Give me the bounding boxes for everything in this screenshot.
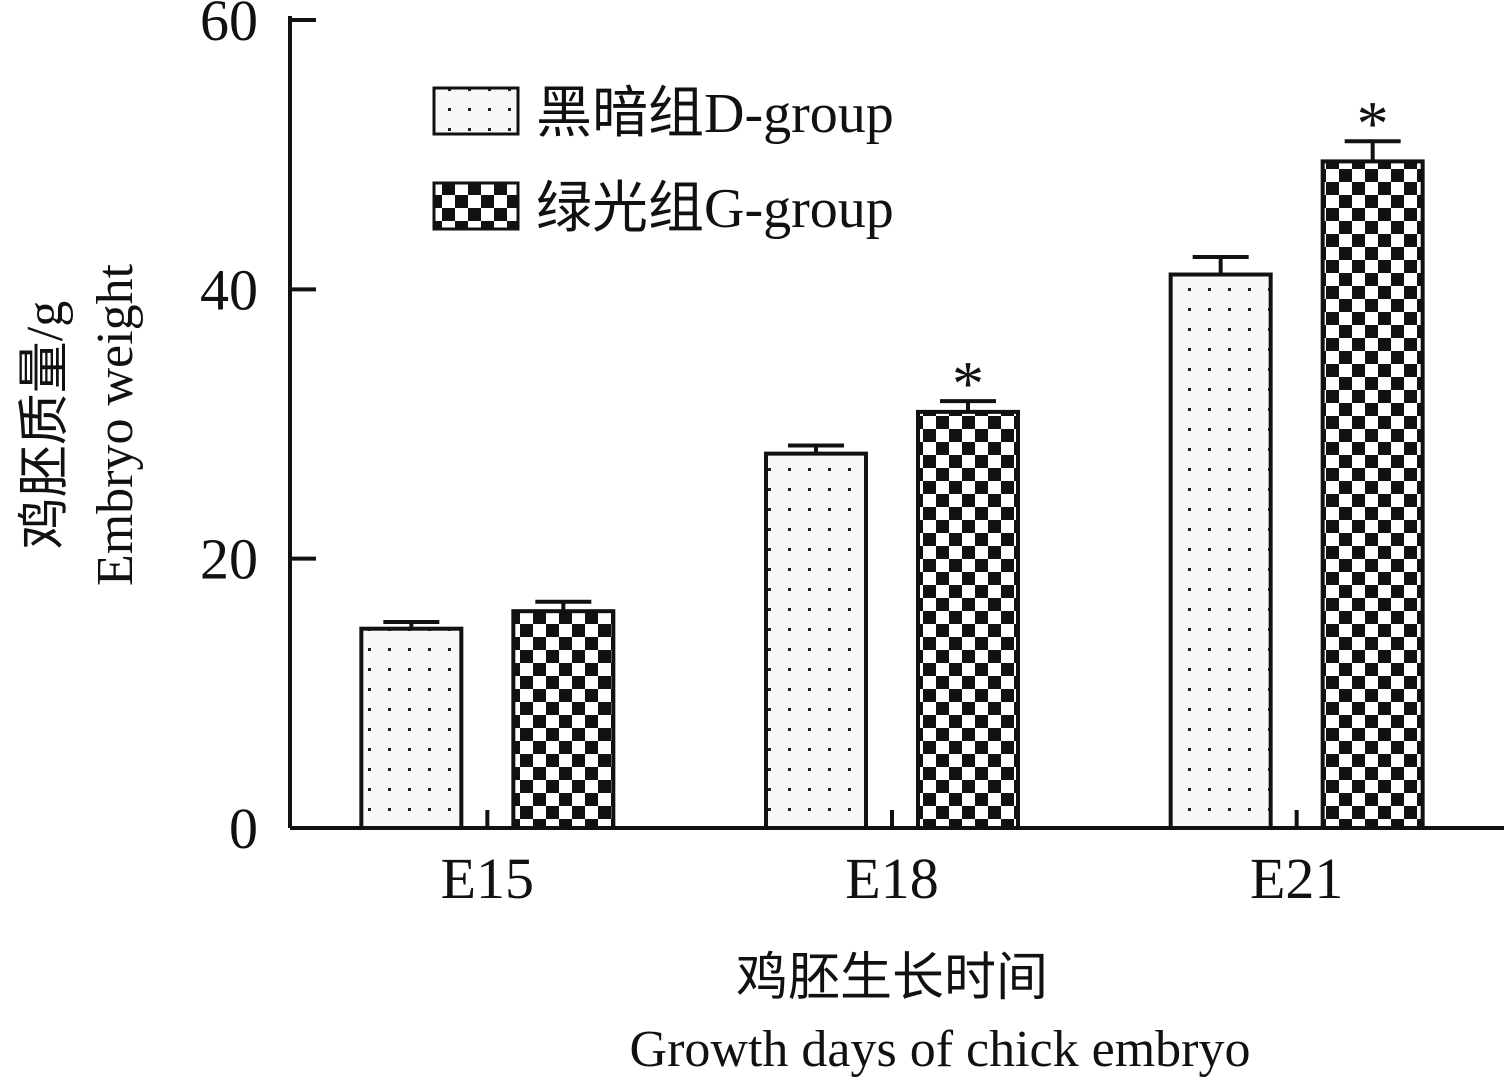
x-tick-label-E15: E15 xyxy=(441,846,534,911)
bar-E21-series-1 xyxy=(1168,272,1273,830)
legend-label-green-group: 绿光组G-group xyxy=(536,178,894,240)
x-tick-label-E18: E18 xyxy=(845,846,938,911)
legend-swatch-dark-group xyxy=(432,86,520,136)
y-axis-title-line-1: 鸡胚质量/g xyxy=(17,301,74,549)
bar-E18-series-1 xyxy=(764,451,868,830)
legend-label-dark-group: 黑暗组D-group xyxy=(536,83,894,145)
x-axis-title-line-2: Growth days of chick embryo xyxy=(630,1021,1251,1078)
bar-E21-series-2 xyxy=(1320,159,1425,830)
x-axis-title: 鸡胚生长时间 Growth days of chick embryo xyxy=(630,950,1251,1078)
legend: 黑暗组D-group 绿光组G-group xyxy=(432,83,894,240)
y-axis-title: 鸡胚质量/g Embryo weight xyxy=(17,263,144,586)
y-tick-label-20: 20 xyxy=(200,527,258,592)
bar-E18-series-2 xyxy=(916,409,1020,830)
legend-swatch-green-group xyxy=(432,181,520,231)
y-tick-label-0: 0 xyxy=(229,796,258,861)
y-axis-title-line-2: Embryo weight xyxy=(87,263,144,586)
significance-mark-E21-series-2: * xyxy=(1357,88,1389,159)
bar-E15-series-2 xyxy=(511,609,616,830)
x-tick-label-E21: E21 xyxy=(1250,846,1343,911)
y-tick-label-40: 40 xyxy=(200,257,258,322)
x-axis-title-line-1: 鸡胚生长时间 xyxy=(736,950,1048,1007)
significance-mark-E18-series-2: * xyxy=(952,348,984,419)
bar-E15-series-1 xyxy=(359,626,464,831)
y-tick-label-60: 60 xyxy=(200,0,258,53)
axes: 0 20 40 60 E15 E18 E21 xyxy=(200,0,1504,911)
